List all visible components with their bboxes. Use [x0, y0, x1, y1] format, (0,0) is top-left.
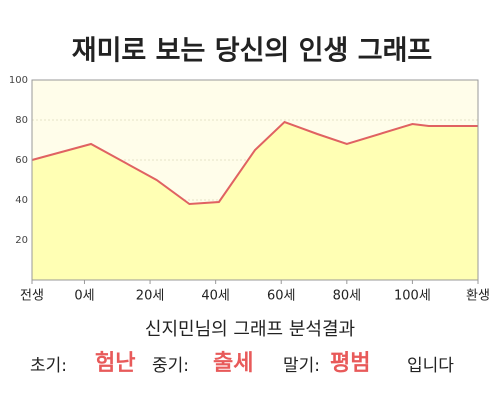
line: [31, 120, 478, 206]
early-label: 초기:: [30, 356, 67, 376]
y-tick-label: 100: [9, 75, 28, 86]
x-tick-label: 40세: [201, 289, 230, 304]
early-result: 험난: [95, 350, 135, 376]
y-tick-label: 40: [15, 195, 28, 206]
ending: 입니다: [407, 356, 454, 376]
y-tick-label: 60: [15, 155, 28, 166]
x-tick-label: 20세: [136, 289, 165, 304]
summary-heading: 신지민님의 그래프 분석결과: [145, 319, 355, 340]
y-tick-label: 80: [15, 115, 28, 126]
middle-label: 중기:: [152, 356, 189, 376]
late-result: 평범: [330, 351, 370, 376]
x-tick-label: 0세: [74, 289, 94, 304]
x-tick-label: 전생: [20, 289, 44, 304]
area: [32, 122, 478, 280]
plot-border: [31, 79, 479, 281]
x-tick-label: 60세: [267, 289, 296, 304]
chart-title: 재미로 보는 당신의 인생 그래프: [72, 36, 433, 67]
x-tick-label: 환생: [466, 289, 490, 304]
x-tick-label: 80세: [333, 289, 362, 304]
late-label: 말기:: [283, 356, 320, 376]
x-tick-label: 100세: [394, 289, 431, 304]
middle-result: 출세: [213, 351, 253, 376]
y-tick-label: 20: [15, 235, 28, 246]
